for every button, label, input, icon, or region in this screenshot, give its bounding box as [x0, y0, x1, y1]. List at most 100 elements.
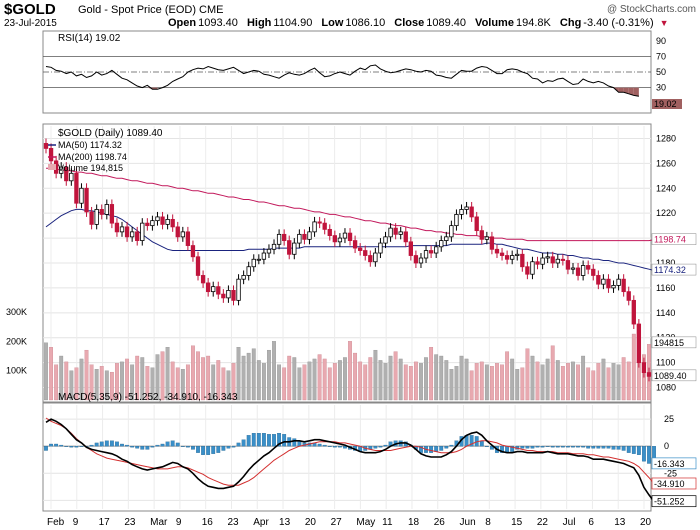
candle-body — [565, 260, 571, 270]
rsi-tick: 70 — [656, 51, 666, 61]
volume-bar — [79, 358, 84, 401]
legend-ma50: MA(50) 1174.32 — [58, 140, 122, 150]
macd-hist-bar — [571, 446, 575, 448]
price-title: $GOLD (Daily) 1089.40 — [58, 128, 163, 139]
macd-hist-bar — [246, 435, 251, 447]
volume-bar — [343, 357, 347, 401]
volume-bar — [571, 361, 575, 401]
volume-bar — [180, 369, 185, 401]
macd-hist-bar — [545, 446, 550, 447]
rsi-tick: 50 — [656, 67, 666, 77]
volume-bar — [150, 367, 155, 401]
candle-body — [520, 253, 525, 268]
close-badge-bg — [651, 369, 697, 382]
candle-body — [550, 256, 555, 264]
volume-bar — [115, 363, 119, 401]
volume-bar — [373, 349, 378, 401]
macd-hist-bar — [272, 434, 276, 447]
macd-hist-bar — [104, 440, 109, 447]
macd-badge: -16.343 — [654, 459, 685, 469]
macd-hist-bar — [566, 446, 570, 448]
macd-hist-bar — [236, 442, 241, 447]
volume-bar — [322, 358, 327, 401]
candle-body — [175, 226, 180, 238]
candle-body — [337, 237, 343, 243]
macd-hist-bar — [196, 446, 200, 453]
macd-hist-bar — [317, 443, 322, 447]
volume-bar — [586, 367, 591, 401]
candle-body — [266, 248, 272, 254]
candle-body — [271, 243, 277, 250]
candle-body — [64, 166, 69, 182]
macd-x-label: 15 — [511, 517, 523, 528]
volume-bar — [378, 360, 383, 401]
volume-bar — [59, 355, 64, 401]
macd-hist-bar — [145, 446, 150, 450]
macd-x-label: 13 — [279, 517, 291, 528]
candle-body — [413, 255, 419, 264]
low-label: Low — [321, 17, 344, 29]
macd-hist-bar — [327, 446, 332, 447]
volume-bar — [434, 354, 439, 401]
candle-body — [246, 266, 251, 276]
candle-body — [368, 255, 373, 263]
candle-body — [540, 257, 545, 265]
price-tick: 1140 — [656, 308, 675, 318]
macd-hist-bar — [175, 442, 180, 447]
volume-bar — [109, 371, 114, 401]
macd-hist-bar — [560, 446, 565, 448]
ma200-line — [46, 167, 655, 242]
volume-bar — [393, 351, 398, 401]
volume-bar — [272, 341, 276, 401]
volume-bar — [591, 370, 596, 401]
macd-hist-bar — [444, 446, 449, 449]
candle-body — [510, 255, 515, 260]
candle-body — [205, 282, 211, 293]
macd-hist-bar — [241, 439, 246, 447]
rsi-tick: 90 — [656, 36, 666, 46]
volume-bar — [49, 347, 53, 401]
price-tick-labels: 1280126012401220120011801160114011201100… — [656, 133, 676, 392]
candle-body — [363, 250, 368, 256]
macd-x-label: 20 — [305, 517, 317, 528]
macd-hist-bar — [277, 433, 282, 447]
macd-hist-bar — [601, 446, 606, 449]
legend-ma200: MA(200) 1198.74 — [58, 152, 127, 162]
candle-body — [94, 209, 99, 225]
candle-body — [216, 286, 221, 295]
macd-x-label: 22 — [537, 517, 549, 528]
macd-hist-bar — [160, 443, 165, 447]
volume-bar — [89, 364, 94, 401]
volume-badge: 194815 — [654, 338, 684, 348]
candle-body — [358, 247, 363, 251]
rsi-tick-labels: 9070503010 — [656, 36, 666, 108]
macd-hist-bar — [510, 446, 515, 452]
volume-bar — [69, 370, 74, 401]
ma200-badge: 1198.74 — [654, 235, 686, 245]
macd-hist-bar — [378, 446, 383, 448]
macd-hist-bar — [434, 446, 439, 452]
volume-bar — [413, 361, 418, 401]
volume-bar — [621, 357, 626, 401]
volume-bar — [555, 360, 560, 401]
volume-bar — [398, 358, 403, 401]
volume-bar — [216, 360, 221, 401]
volume-bar — [353, 352, 358, 401]
volume-bar — [241, 355, 246, 401]
volume-bar — [332, 363, 337, 401]
candle-body — [596, 275, 601, 285]
macd-hist-bar — [621, 446, 626, 451]
macd-hist-bar — [520, 446, 525, 449]
candle-body — [342, 232, 348, 239]
volume-bar — [429, 347, 434, 401]
instrument-name: Gold - Spot Price (EOD) CME — [78, 4, 224, 16]
candle-body — [428, 250, 434, 254]
macd-hist-bar — [261, 433, 266, 447]
macd-x-label: 18 — [408, 517, 420, 528]
candle-body — [606, 278, 611, 289]
candle-body — [631, 299, 636, 325]
macd-hist-bar — [606, 446, 611, 449]
volume-bar — [74, 367, 79, 401]
macd-hist-bar — [79, 446, 84, 447]
candle-body — [231, 289, 236, 301]
